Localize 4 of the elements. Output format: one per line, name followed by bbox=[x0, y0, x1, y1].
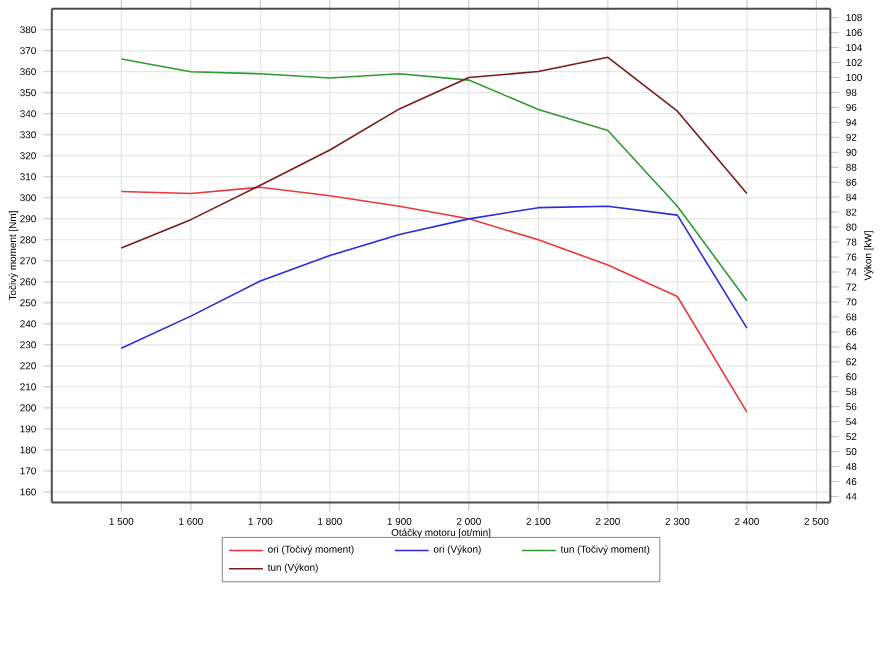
line-series bbox=[120, 56, 748, 249]
line-series bbox=[120, 58, 748, 302]
line-series bbox=[120, 205, 748, 350]
line-series bbox=[120, 186, 748, 414]
